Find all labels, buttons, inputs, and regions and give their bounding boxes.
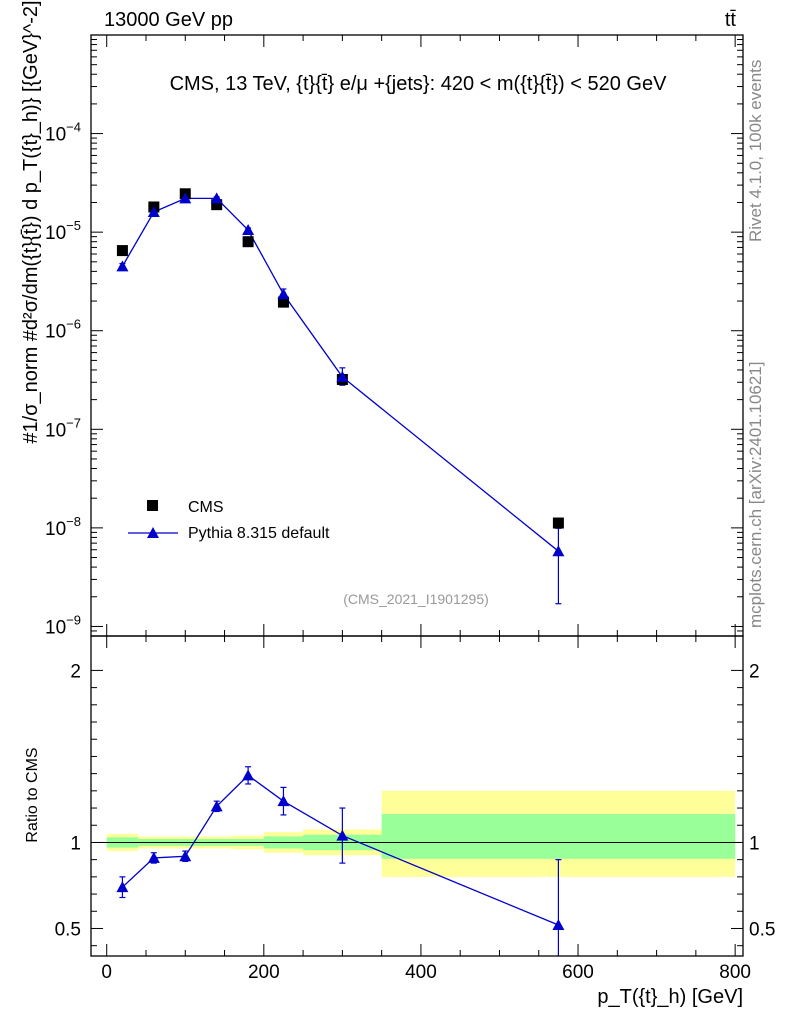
ratio-ytick-label: 0.5 <box>55 919 81 940</box>
ratio-ytick-label-right: 2 <box>749 661 760 682</box>
main-ytick-label: 10−7 <box>45 415 81 441</box>
ratio-xtick-label: 800 <box>719 962 751 983</box>
ratio-xtick-label: 200 <box>248 962 280 983</box>
main-ylabel: #1/σ_norm #d²σ/dm({t}{t̄}) d p_T({t}_h)}… <box>20 0 42 443</box>
ratio-ytick-label: 1 <box>70 833 81 854</box>
main-ytick-label: 10−5 <box>45 218 81 244</box>
ratio-xtick-label: 400 <box>405 962 437 983</box>
main-ytick-label: 10−8 <box>45 514 81 540</box>
ratio-ytick-label: 2 <box>70 661 81 682</box>
ratio-data-point <box>147 851 160 863</box>
ratio-band-inner <box>381 814 736 859</box>
ratio-frame <box>90 635 744 957</box>
ratio-xlabel: p_T({t}_h) [GeV] <box>597 986 743 1008</box>
legend-cms-label: CMS <box>188 499 224 516</box>
cms-data-point <box>211 199 223 211</box>
header-right: tt̄ <box>725 9 737 31</box>
watermark: (CMS_2021_I1901295) <box>343 591 489 607</box>
ratio-panel: 0.5 0.5 1 1 2 2 0 200 400 600 800 Ratio to CMS p_T… <box>24 635 775 1008</box>
ratio-data-point <box>336 829 349 841</box>
main-ytick-label: 10−6 <box>45 317 81 343</box>
ratio-data-point <box>242 769 255 781</box>
legend: CMS Pythia 8.315 default <box>128 499 330 542</box>
main-panel: 10−9 10−8 10−7 10−6 10−5 10−4 CMS, 13 TeV, {t… <box>20 0 744 638</box>
cms-data-point <box>116 245 128 257</box>
ratio-data-point <box>552 919 565 931</box>
legend-mc-label: Pythia 8.315 default <box>188 525 330 542</box>
main-ytick-label: 10−4 <box>45 120 81 146</box>
side-label-rivet: Rivet 4.1.0, 100k events <box>746 60 765 242</box>
ratio-series-line <box>121 774 559 926</box>
main-frame <box>90 34 744 637</box>
ratio-bands <box>106 790 736 877</box>
main-ytick-label: 10−9 <box>45 612 81 638</box>
ratio-ytick-label-right: 0.5 <box>749 919 775 940</box>
ratio-ytick-label-right: 1 <box>749 833 760 854</box>
ratio-data-point <box>116 881 129 893</box>
legend-cms-marker <box>147 500 158 511</box>
mc-data-point <box>116 260 129 272</box>
ratio-marks <box>116 766 565 956</box>
ratio-data-point <box>179 850 192 862</box>
mc-data-point <box>552 545 565 557</box>
ratio-data-point <box>277 795 290 807</box>
mc-data-point <box>210 192 223 204</box>
legend-mc-marker <box>147 527 159 538</box>
ratio-ylabel: Ratio to CMS <box>24 747 41 842</box>
mc-data-point <box>277 288 290 300</box>
mc-data-point <box>336 370 349 382</box>
cms-data-point <box>242 236 254 248</box>
main-marks <box>116 188 565 605</box>
mc-data-point <box>179 192 192 204</box>
cms-data-point <box>277 296 289 308</box>
main-title: CMS, 13 TeV, {t}{t̄} e/μ +{jets}: 420 < … <box>170 73 668 95</box>
mc-data-point <box>147 206 160 218</box>
header-left: 13000 GeV pp <box>104 9 233 31</box>
ratio-xtick-label: 600 <box>562 962 594 983</box>
cms-data-point <box>552 517 564 529</box>
ratio-data-point <box>210 800 223 812</box>
ratio-xtick-label: 0 <box>101 962 112 983</box>
mc-data-point <box>242 224 255 236</box>
main-ticks: 10−9 10−8 10−7 10−6 10−5 10−4 <box>45 35 743 638</box>
side-label-mcplots: mcplots.cern.ch [arXiv:2401.10621] <box>746 362 765 628</box>
ratio-ticks: 0.5 0.5 1 1 2 2 0 200 400 600 800 <box>55 636 775 983</box>
